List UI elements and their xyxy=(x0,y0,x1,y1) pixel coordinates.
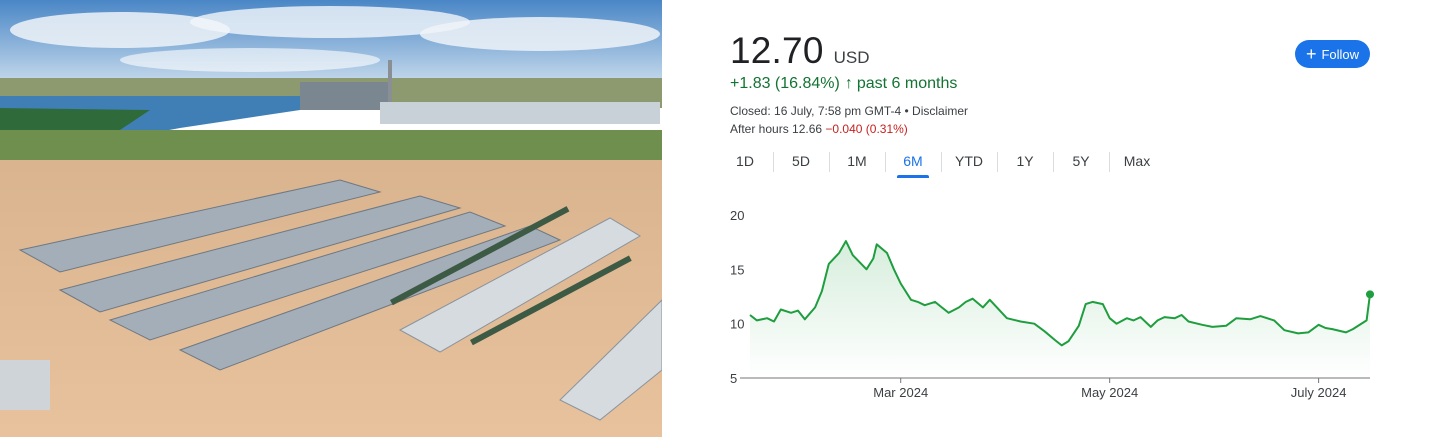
price-change-row: +1.83 (16.84%) ↑ past 6 months xyxy=(730,75,957,93)
y-tick-label: 10 xyxy=(730,317,744,332)
tab-max[interactable]: Max xyxy=(1109,148,1165,178)
price-chart: 20 15 10 5 Mar 2024 May 2024 July 2024 xyxy=(730,208,1374,400)
tab-ytd[interactable]: YTD xyxy=(941,148,997,178)
x-tick-label: July 2024 xyxy=(1291,385,1347,400)
after-hours-label: After hours 12.66 xyxy=(730,122,823,136)
stock-quote-panel: 12.70 USD +1.83 (16.84%) ↑ past 6 months… xyxy=(662,0,1456,437)
x-tick-label: May 2024 xyxy=(1081,385,1138,400)
y-tick-label: 5 xyxy=(730,371,737,386)
stock-price: 12.70 xyxy=(730,30,824,71)
arrow-up-icon: ↑ xyxy=(844,75,853,92)
follow-button[interactable]: + Follow xyxy=(1295,40,1370,68)
tab-1y[interactable]: 1Y xyxy=(997,148,1053,178)
y-tick-label: 15 xyxy=(730,262,744,277)
last-price-marker xyxy=(1366,290,1374,299)
change-period: past 6 months xyxy=(856,75,958,92)
price-area-fill xyxy=(750,241,1370,378)
price-row: 12.70 USD xyxy=(730,30,870,72)
plus-icon: + xyxy=(1305,43,1317,64)
after-hours-info: After hours 12.66 −0.040 (0.31%) xyxy=(730,122,908,136)
tab-5d[interactable]: 5D xyxy=(773,148,829,178)
tab-1m[interactable]: 1M xyxy=(829,148,885,178)
photo-illustration xyxy=(0,0,662,437)
range-tabs: 1D 5D 1M 6M YTD 1Y 5Y Max xyxy=(717,148,1165,178)
price-change: +1.83 (16.84%) xyxy=(730,75,840,92)
tab-5y[interactable]: 5Y xyxy=(1053,148,1109,178)
tab-6m[interactable]: 6M xyxy=(885,148,941,178)
data-center-aerial-photo xyxy=(0,0,662,437)
y-tick-label: 20 xyxy=(730,208,744,223)
x-tick-label: Mar 2024 xyxy=(873,385,928,400)
price-line xyxy=(749,240,1371,347)
currency-label: USD xyxy=(833,48,870,67)
closed-info: Closed: 16 July, 7:58 pm GMT-4 • Disclai… xyxy=(730,104,969,118)
follow-label: Follow xyxy=(1321,46,1360,62)
tab-1d[interactable]: 1D xyxy=(736,153,754,169)
after-hours-change: −0.040 (0.31%) xyxy=(825,122,908,136)
